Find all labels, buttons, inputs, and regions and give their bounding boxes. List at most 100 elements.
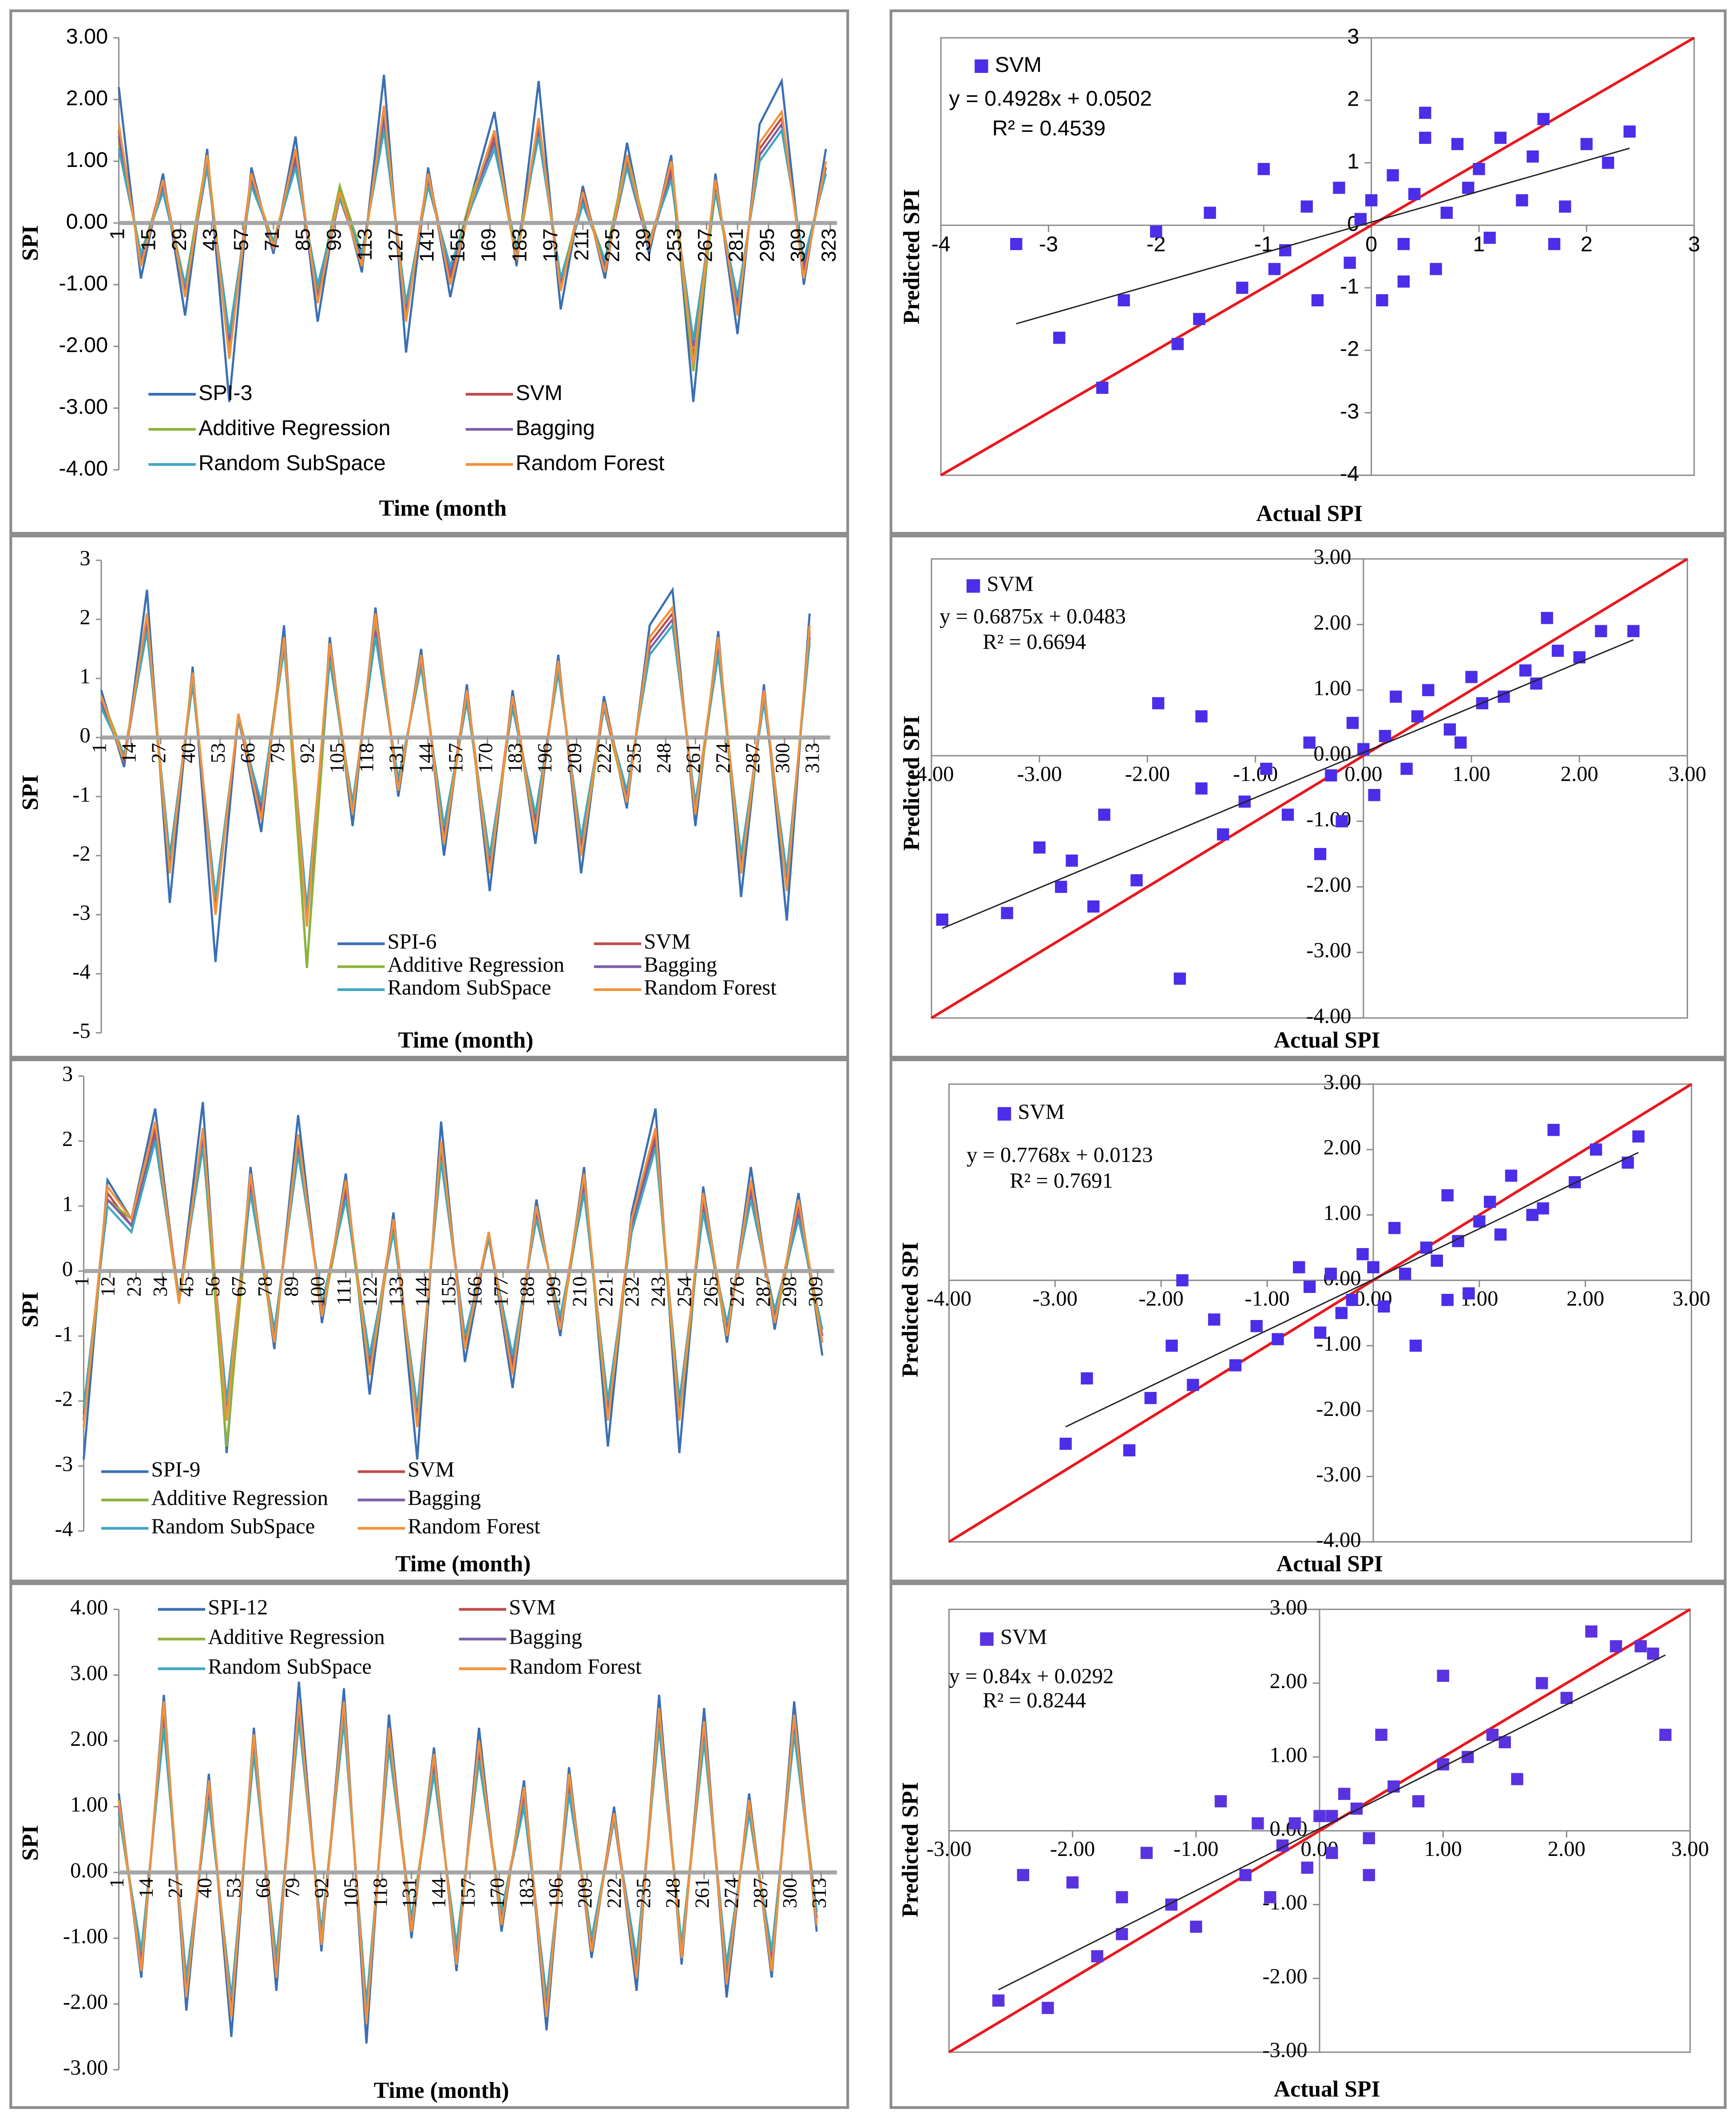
x-tick-label: 27 — [164, 1878, 186, 1898]
x-tick-label: 183 — [503, 743, 526, 773]
point — [1208, 1313, 1221, 1326]
x-tick-label: 300 — [771, 743, 793, 773]
point — [1363, 1832, 1375, 1844]
point — [1096, 381, 1109, 394]
point — [1033, 841, 1046, 854]
point — [1621, 1156, 1634, 1169]
y-tick-label: -4 — [55, 1517, 73, 1541]
point — [1484, 1196, 1496, 1208]
point — [1409, 1340, 1422, 1352]
one-to-one-line — [940, 36, 1695, 476]
y-tick-label: 2.00 — [1270, 1669, 1308, 1693]
x-tick-label: 14 — [117, 743, 140, 763]
legend-label: Random SubSpace — [388, 975, 551, 999]
x-tick-label: 274 — [720, 1878, 742, 1908]
x-tick-label: -4.00 — [927, 1286, 971, 1310]
x-tick-label: 313 — [808, 1878, 830, 1908]
legend-label: Additive Regression — [198, 416, 391, 440]
r-squared: R² = 0.8244 — [983, 1689, 1086, 1713]
y-tick-label: 1.00 — [66, 148, 108, 172]
y-tick-label: -3 — [55, 1452, 73, 1476]
point — [1195, 710, 1208, 723]
y-tick-label: 0.00 — [66, 210, 108, 234]
plot-frame — [940, 37, 1695, 476]
x-tick-label: 23 — [123, 1277, 145, 1297]
point — [1118, 294, 1130, 306]
x-tick-label: 56 — [201, 1277, 224, 1297]
x-tick-label: 221 — [595, 1277, 617, 1307]
x-axis-title: Actual SPI — [1276, 1551, 1383, 1577]
x-tick-label: 261 — [682, 743, 705, 773]
y-tick-label: -2 — [72, 841, 91, 865]
point — [1431, 1254, 1443, 1267]
y-tick-label: -5 — [72, 1019, 91, 1043]
point — [1465, 671, 1478, 683]
y-axis-title: Predicted SPI — [898, 1782, 923, 1917]
x-tick-label: 14 — [135, 1878, 157, 1898]
point — [1250, 1320, 1263, 1332]
y-axis-title: SPI — [18, 1292, 43, 1327]
x-tick-label: 199 — [542, 1277, 565, 1307]
x-tick-label: 100 — [306, 1277, 329, 1307]
chart-panel: 4.00 3.00 2.00 1.00 0.00 -1.00 -2.00 -3.00 1 14 27… — [9, 1582, 849, 2109]
point — [1463, 1287, 1475, 1300]
equation: y = 0.7768x + 0.0123 — [967, 1143, 1153, 1167]
x-tick-label: 3.00 — [1669, 762, 1706, 786]
point — [1541, 612, 1554, 624]
point — [1451, 138, 1464, 151]
point — [1140, 1847, 1153, 1859]
x-tick-label: 1 — [1473, 232, 1485, 256]
y-tick-label: -2.00 — [63, 1990, 108, 2014]
y-tick-label: 0 — [79, 723, 90, 747]
point — [1368, 789, 1380, 801]
plot-frame — [948, 1083, 1692, 1543]
x-tick-label: 170 — [474, 743, 496, 773]
point — [1585, 1625, 1597, 1638]
y-axis-title: SPI — [18, 775, 43, 810]
point — [1547, 1124, 1560, 1136]
y-tick-label: -4.00 — [1306, 1004, 1351, 1028]
point — [1152, 697, 1165, 710]
trendline — [998, 1654, 1666, 1990]
point — [1314, 1326, 1327, 1339]
equation: y = 0.6875x + 0.0483 — [939, 604, 1126, 628]
x-axis-title: Time (month) — [395, 1551, 531, 1577]
y-tick-label: -2 — [55, 1387, 73, 1411]
x-tick-label: 197 — [539, 228, 562, 262]
point — [1430, 263, 1442, 275]
y-tick-label: 0.00 — [1270, 1817, 1308, 1841]
chart-panel: -3.00 -2.00 -1.00 0.00 1.00 2.00 3.00 3.00 2.00 1… — [889, 1582, 1727, 2109]
point — [1300, 200, 1313, 213]
x-tick-label: 40 — [177, 743, 199, 763]
point — [1066, 854, 1078, 867]
y-tick-label: 2 — [1347, 87, 1359, 111]
y-tick-label: -3.00 — [1306, 938, 1351, 962]
x-tick-label: 67 — [227, 1277, 250, 1297]
x-tick-label: 287 — [741, 743, 764, 773]
point — [1264, 1891, 1276, 1903]
legend-label: Bagging — [509, 1625, 582, 1649]
x-tick-label: 66 — [236, 743, 259, 763]
x-tick-label: 157 — [456, 1878, 479, 1908]
x-tick-label: 239 — [632, 228, 654, 262]
x-tick-label: 222 — [603, 1878, 626, 1908]
point — [1365, 194, 1378, 206]
y-tick-label: -1.00 — [59, 271, 108, 295]
y-tick-label: -4.00 — [1316, 1528, 1361, 1552]
point — [1559, 200, 1571, 213]
point — [1441, 1294, 1454, 1306]
y-tick-label: 3 — [1347, 24, 1359, 48]
point — [1053, 332, 1066, 344]
point — [1272, 1333, 1284, 1345]
point — [1595, 625, 1607, 638]
panel-frame — [9, 1582, 849, 2109]
legend-label: SVM — [408, 1458, 454, 1482]
y-tick-label: 0 — [62, 1257, 73, 1281]
point — [1190, 1920, 1202, 1933]
x-tick-label: 243 — [647, 1277, 670, 1307]
point — [1390, 690, 1402, 703]
point — [1419, 107, 1431, 119]
point — [1268, 263, 1281, 275]
